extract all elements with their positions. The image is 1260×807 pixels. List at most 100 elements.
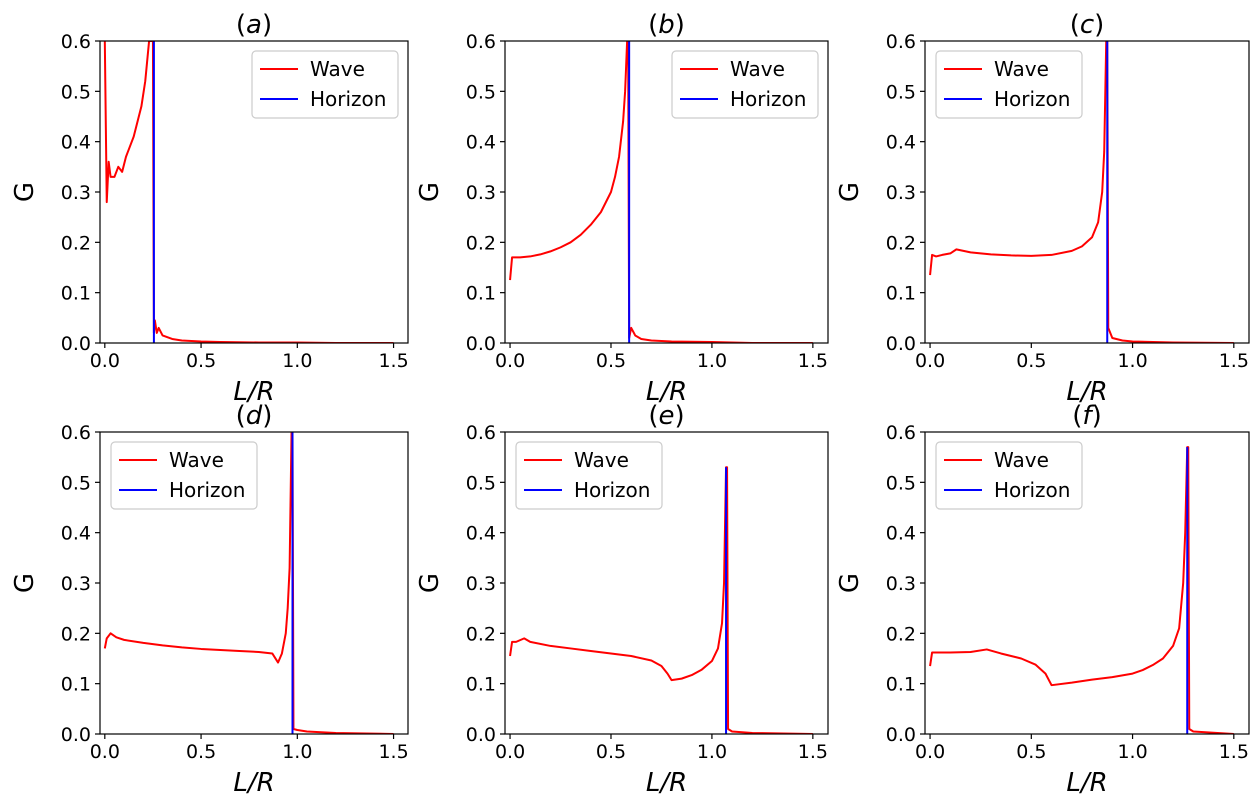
- x-tick-label: 0.0: [495, 741, 525, 763]
- x-tick-label: 0.5: [596, 350, 626, 372]
- legend: Wave Horizon: [515, 441, 663, 510]
- y-tick-label: 0.2: [61, 623, 91, 645]
- series-line-wave: [929, 41, 1234, 343]
- legend-label: Wave: [574, 448, 629, 472]
- legend: Wave Horizon: [935, 441, 1083, 510]
- x-tick-label: 1.0: [697, 350, 727, 372]
- x-axis-label: L/R: [1066, 377, 1107, 407]
- y-tick-label: 0.4: [61, 132, 91, 154]
- x-axis-label: L/R: [1066, 768, 1107, 798]
- y-tick-label: 0.0: [61, 333, 91, 355]
- y-tick-label: 0.3: [61, 182, 91, 204]
- x-tick-label: 1.0: [1117, 741, 1147, 763]
- y-tick-label: 0.3: [466, 182, 496, 204]
- legend-label: Wave: [994, 57, 1049, 81]
- x-axis-label: L/R: [233, 377, 274, 407]
- legend-label: Wave: [169, 448, 224, 472]
- legend-box: [515, 441, 663, 510]
- y-tick-label: 0.3: [886, 573, 916, 595]
- x-tick-label: 0.5: [596, 741, 626, 763]
- y-tick-label: 0.5: [886, 81, 916, 103]
- y-axis-label: G: [835, 182, 865, 202]
- subplot-title: (c): [1070, 10, 1105, 40]
- y-axis-label: G: [10, 182, 40, 202]
- legend-label: Horizon: [994, 87, 1070, 111]
- series-line-wave: [509, 41, 813, 343]
- legend-box: [935, 441, 1083, 510]
- y-tick-label: 0.5: [61, 472, 91, 494]
- legend-box: [935, 50, 1083, 119]
- y-tick-label: 0.0: [466, 724, 496, 746]
- x-tick-label: 0.0: [90, 350, 120, 372]
- y-tick-label: 0.5: [886, 472, 916, 494]
- x-tick-label: 1.0: [1117, 350, 1147, 372]
- legend-label: Wave: [730, 57, 785, 81]
- legend-label: Wave: [994, 448, 1049, 472]
- x-tick-label: 1.0: [282, 350, 312, 372]
- x-tick-label: 0.5: [1016, 741, 1046, 763]
- y-tick-label: 0.5: [61, 81, 91, 103]
- y-tick-label: 0.2: [886, 623, 916, 645]
- y-tick-label: 0.2: [466, 623, 496, 645]
- y-axis-label: G: [415, 573, 445, 593]
- legend: Wave Horizon: [671, 50, 819, 119]
- plot-area: [929, 446, 1234, 734]
- y-tick-label: 0.4: [61, 523, 91, 545]
- legend-label: Horizon: [169, 478, 245, 502]
- subplot-title: (e): [648, 401, 684, 431]
- y-tick-label: 0.2: [61, 232, 91, 254]
- x-tick-label: 1.5: [378, 741, 408, 763]
- y-tick-label: 0.3: [61, 573, 91, 595]
- y-tick-label: 0.1: [886, 674, 916, 696]
- y-tick-label: 0.1: [886, 283, 916, 305]
- subplot-title: (f): [1072, 401, 1101, 431]
- plot-area: [103, 41, 394, 343]
- x-tick-label: 0.0: [495, 350, 525, 372]
- y-tick-label: 0.6: [466, 31, 496, 53]
- y-tick-label: 0.2: [466, 232, 496, 254]
- x-tick-label: 1.5: [1219, 741, 1249, 763]
- y-axis-label: G: [10, 573, 40, 593]
- legend-label: Horizon: [574, 478, 650, 502]
- x-tick-label: 0.0: [915, 350, 945, 372]
- x-tick-label: 1.5: [798, 741, 828, 763]
- x-tick-label: 0.5: [186, 741, 216, 763]
- plot-area: [509, 466, 813, 734]
- series-line-horizon: [152, 41, 155, 343]
- legend-label: Horizon: [994, 478, 1070, 502]
- subplot-d: 0.0 0.5 1.0 1.5 0.0 0.1 0.2 0.3 0.4 0.5 0.6 (d) L/R G…: [10, 401, 409, 798]
- plot-area: [929, 41, 1234, 343]
- subplot-title: (d): [236, 401, 273, 431]
- legend: Wave Horizon: [110, 441, 258, 510]
- x-tick-label: 0.5: [1016, 350, 1046, 372]
- x-tick-label: 1.5: [378, 350, 408, 372]
- x-tick-label: 1.0: [282, 741, 312, 763]
- x-tick-label: 0.0: [915, 741, 945, 763]
- y-axis-label: G: [835, 573, 865, 593]
- y-axis-label: G: [415, 182, 445, 202]
- y-tick-label: 0.6: [466, 422, 496, 444]
- subplot-title: (b): [648, 10, 685, 40]
- subplot-c: 0.0 0.5 1.0 1.5 0.0 0.1 0.2 0.3 0.4 0.5 0.6 (c) L/R G…: [835, 10, 1250, 407]
- y-tick-label: 0.5: [466, 81, 496, 103]
- y-tick-label: 0.0: [466, 333, 496, 355]
- x-tick-label: 0.5: [186, 350, 216, 372]
- y-tick-label: 0.3: [886, 182, 916, 204]
- x-tick-label: 0.0: [90, 741, 120, 763]
- y-tick-label: 0.6: [886, 422, 916, 444]
- y-tick-label: 0.1: [466, 283, 496, 305]
- x-axis-label: L/R: [646, 377, 687, 407]
- subplot-a: 0.0 0.5 1.0 1.5 0.0 0.1 0.2 0.3 0.4 0.5 0.6 (a) L/R G…: [10, 10, 409, 407]
- y-tick-label: 0.6: [886, 31, 916, 53]
- plot-area: [509, 41, 813, 343]
- legend-box: [671, 50, 819, 119]
- x-tick-label: 1.5: [1219, 350, 1249, 372]
- y-tick-label: 0.1: [61, 283, 91, 305]
- y-tick-label: 0.4: [466, 523, 496, 545]
- y-tick-label: 0.1: [466, 674, 496, 696]
- y-tick-label: 0.4: [466, 132, 496, 154]
- y-tick-label: 0.1: [61, 674, 91, 696]
- y-tick-label: 0.3: [466, 573, 496, 595]
- y-tick-label: 0.4: [886, 132, 916, 154]
